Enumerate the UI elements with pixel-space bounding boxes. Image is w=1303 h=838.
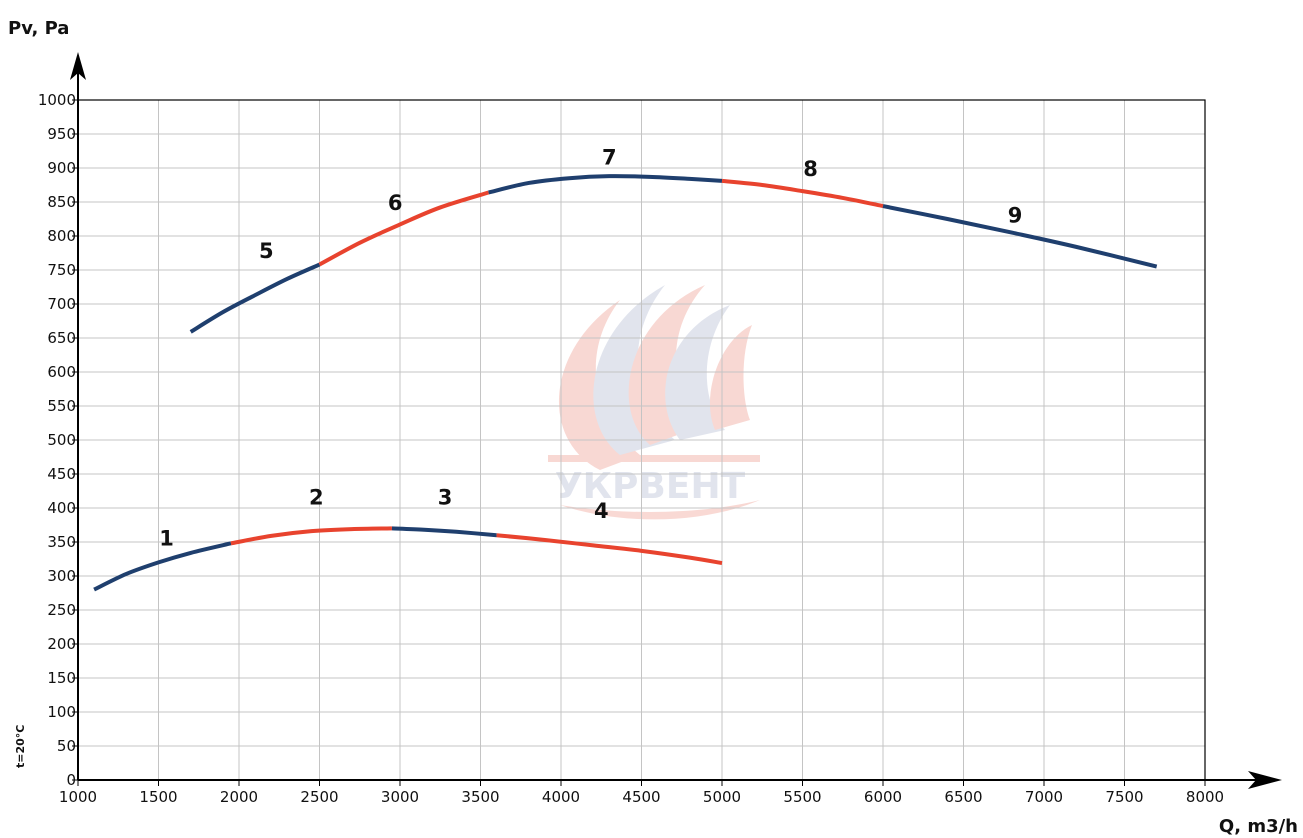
y-tick-label: 350 [47,533,76,551]
segment-labels: 1 2 3 4 5 6 7 8 9 [159,146,1022,551]
x-tick-label: 4000 [542,788,580,806]
curve-segment-5 [189,262,321,334]
curve-segment-2 [230,526,392,546]
segment-label-8: 8 [803,157,818,181]
watermark-logo: УКРВЕНТ [548,285,760,520]
y-tick-label: 100 [47,703,76,721]
segment-label-2: 2 [309,486,324,510]
segment-label-4: 4 [594,499,609,523]
x-tick-label: 7500 [1105,788,1143,806]
temperature-note: t=20°C [14,725,27,768]
curve-segment-6 [318,190,490,267]
tick-labels: 0 50 100 150 200 250 300 350 400 450 500 550 600 650 7… [38,91,1224,806]
x-tick-label: 5500 [783,788,821,806]
x-tick-label: 6500 [944,788,982,806]
y-tick-label: 450 [47,465,76,483]
y-tick-label: 150 [47,669,76,687]
y-tick-label: 950 [47,125,76,143]
grid [77,99,1206,781]
curve-segment-4 [496,533,723,566]
y-tick-label: 800 [47,227,76,245]
segment-label-1: 1 [159,526,174,550]
x-tick-label: 3000 [381,788,419,806]
x-tick-label: 5000 [703,788,741,806]
x-tick-label: 2000 [220,788,258,806]
y-axis-arrow-icon [70,52,86,80]
y-tick-label: 1000 [38,91,76,109]
y-tick-label: 550 [47,397,76,415]
curve-segment-3 [391,526,497,538]
y-axis-title: Pv, Pa [8,18,69,39]
curve-segment-9 [882,204,1158,269]
y-tick-label: 0 [66,771,76,789]
y-tick-label: 200 [47,635,76,653]
y-tick-label: 850 [47,193,76,211]
y-tick-label: 300 [47,567,76,585]
segment-label-9: 9 [1008,203,1023,227]
segment-label-6: 6 [388,191,403,215]
y-tick-label: 600 [47,363,76,381]
segment-label-7: 7 [602,146,617,170]
y-tick-label: 650 [47,329,76,347]
x-tick-label: 8000 [1186,788,1224,806]
x-tick-label: 6000 [864,788,902,806]
x-tick-label: 3500 [461,788,499,806]
segment-label-3: 3 [438,486,453,510]
y-tick-label: 50 [57,737,76,755]
x-tick-label: 4500 [622,788,660,806]
x-axis-title: Q, m3/h [1219,816,1298,837]
x-tick-label: 1000 [59,788,97,806]
curve-segment-1 [93,541,232,592]
y-tick-label: 700 [47,295,76,313]
y-tick-label: 750 [47,261,76,279]
x-tick-label: 2500 [300,788,338,806]
watermark-text: УКРВЕНТ [555,466,746,507]
x-tick-label: 7000 [1025,788,1063,806]
x-axis-arrow-icon [1248,771,1282,789]
curve-segment-7 [488,174,723,195]
y-tick-label: 500 [47,431,76,449]
curves [93,174,1158,592]
x-tick-label: 1500 [139,788,177,806]
y-tick-label: 900 [47,159,76,177]
curve-segment-8 [721,178,884,209]
y-tick-label: 400 [47,499,76,517]
y-tick-label: 250 [47,601,76,619]
segment-label-5: 5 [259,239,274,263]
